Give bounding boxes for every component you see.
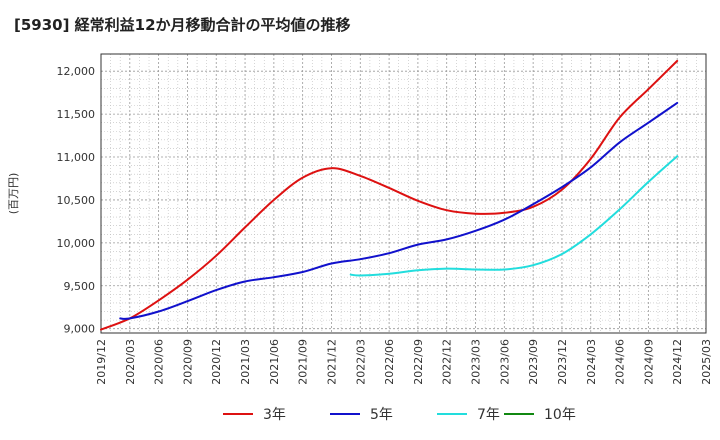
y-tick-label: 11,500 xyxy=(57,108,96,121)
x-tick-label: 2022/12 xyxy=(441,339,454,385)
legend-label: 3年 xyxy=(263,407,286,423)
x-tick-label: 2023/09 xyxy=(527,339,540,385)
legend-label: 7年 xyxy=(477,407,500,423)
x-tick-label: 2024/06 xyxy=(614,339,627,385)
x-tick-label: 2020/03 xyxy=(124,339,137,385)
x-tick-label: 2024/12 xyxy=(671,339,684,385)
x-tick-label: 2024/09 xyxy=(642,339,655,385)
legend-label: 5年 xyxy=(370,407,393,423)
x-tick-label: 2023/12 xyxy=(556,339,569,385)
x-tick-label: 2022/03 xyxy=(354,339,367,385)
plot-frame xyxy=(100,53,707,334)
x-tick-label: 2021/09 xyxy=(297,339,310,385)
chart-title: [5930] 経常利益12か月移動合計の平均値の推移 xyxy=(14,16,351,34)
series-line-2 xyxy=(119,101,679,320)
y-tick-label: 9,000 xyxy=(64,323,96,336)
legend-label: 10年 xyxy=(544,407,576,423)
x-tick-label: 2021/12 xyxy=(325,339,338,385)
x-tick-label: 2023/03 xyxy=(470,339,483,385)
x-tick-label: 2024/03 xyxy=(585,339,598,385)
x-tick-label: 2021/03 xyxy=(239,339,252,385)
x-tick-label: 2020/12 xyxy=(210,339,223,385)
y-axis-label: (百万円) xyxy=(7,173,20,215)
x-tick-label: 2025/03 xyxy=(700,339,713,385)
x-tick-label: 2020/09 xyxy=(181,339,194,385)
x-tick-label: 2022/09 xyxy=(412,339,425,385)
y-tick-label: 10,000 xyxy=(57,237,96,250)
series-line-1 xyxy=(100,59,679,331)
x-tick-label: 2020/06 xyxy=(153,339,166,385)
x-tick-label: 2023/06 xyxy=(498,339,511,385)
y-tick-label: 11,000 xyxy=(57,151,96,164)
x-tick-label: 2019/12 xyxy=(95,339,108,385)
x-tick-label: 2022/06 xyxy=(383,339,396,385)
y-tick-label: 10,500 xyxy=(57,194,96,207)
y-tick-label: 12,000 xyxy=(57,65,96,78)
x-tick-label: 2021/06 xyxy=(268,339,281,385)
series-line-3 xyxy=(349,155,679,277)
y-tick-label: 9,500 xyxy=(64,280,96,293)
